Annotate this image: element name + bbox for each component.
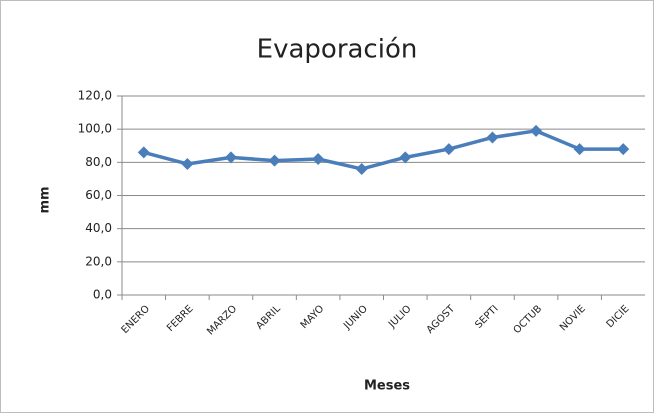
y-tick-label: 100,0: [78, 122, 112, 136]
marker: [530, 124, 543, 137]
marker: [181, 157, 194, 170]
y-tick-label: 120,0: [78, 89, 112, 103]
marker: [617, 143, 630, 156]
y-tick-label: 0,0: [93, 288, 112, 302]
marker: [224, 151, 237, 164]
y-axis-label: mm: [38, 186, 53, 213]
y-tick-label: 60,0: [85, 188, 112, 202]
marker: [573, 143, 586, 156]
marker: [442, 143, 455, 156]
line-series: [143, 129, 624, 171]
marker: [399, 151, 412, 164]
y-tick-label: 80,0: [85, 155, 112, 169]
marker: [137, 146, 150, 159]
marker: [355, 162, 368, 175]
x-axis-label: Meses: [364, 379, 410, 394]
marker: [312, 153, 325, 166]
marker: [486, 131, 499, 144]
marker: [268, 154, 281, 167]
chart-title: Evaporación: [257, 35, 418, 65]
y-tick-label: 40,0: [85, 221, 112, 235]
y-tick-label: 20,0: [85, 254, 112, 268]
